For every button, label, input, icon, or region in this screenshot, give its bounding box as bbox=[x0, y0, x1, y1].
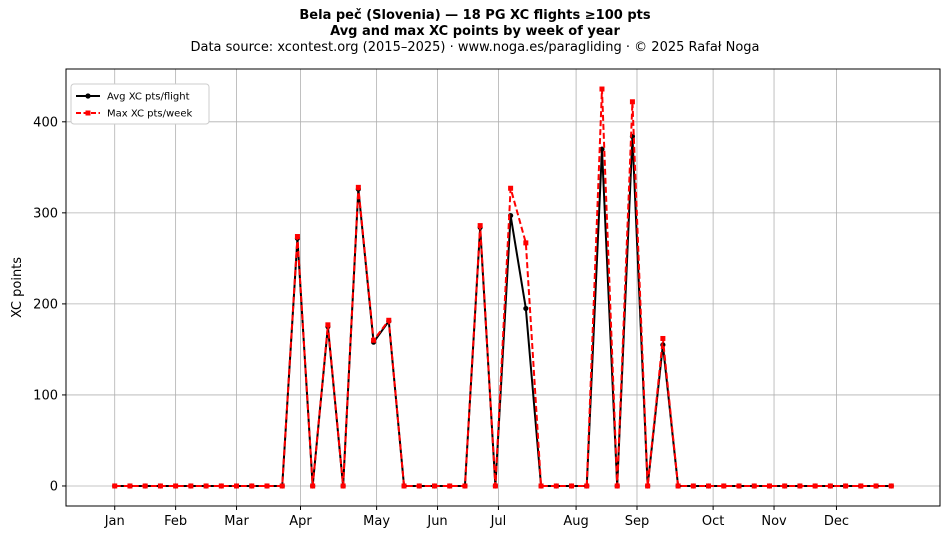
chart-title: Bela peč (Slovenia) — 18 PG XC flights ≥… bbox=[299, 8, 651, 23]
data-point-max bbox=[416, 483, 422, 489]
data-point-max bbox=[371, 337, 377, 343]
data-point-max bbox=[234, 483, 240, 489]
legend-marker-1 bbox=[85, 110, 91, 116]
data-point-max bbox=[827, 483, 833, 489]
data-point-max bbox=[508, 185, 514, 191]
y-tick-label: 300 bbox=[33, 206, 58, 221]
data-point-max bbox=[157, 483, 163, 489]
data-point-max bbox=[751, 483, 757, 489]
y-tick-label: 100 bbox=[33, 388, 58, 403]
x-tick-label: Oct bbox=[702, 514, 724, 529]
data-point-max bbox=[538, 483, 544, 489]
y-axis-label: XC points bbox=[10, 257, 25, 318]
y-tick-label: 0 bbox=[50, 479, 58, 494]
x-tick-label: Jan bbox=[104, 514, 125, 529]
data-point-max bbox=[218, 483, 224, 489]
x-tick-label: Sep bbox=[625, 514, 650, 529]
x-tick-label: Apr bbox=[289, 514, 312, 529]
data-point-max bbox=[523, 240, 529, 246]
data-point-max bbox=[660, 335, 666, 341]
data-point-max bbox=[279, 483, 285, 489]
data-point-max bbox=[203, 483, 209, 489]
data-point-max bbox=[112, 483, 118, 489]
legend-marker-0 bbox=[85, 93, 91, 99]
data-point-max bbox=[614, 483, 620, 489]
x-tick-label: Aug bbox=[563, 514, 588, 529]
x-tick-label: Nov bbox=[761, 514, 787, 529]
data-point-max bbox=[858, 483, 864, 489]
data-point-max bbox=[873, 483, 879, 489]
x-tick-label: May bbox=[363, 514, 390, 529]
x-tick-label: Jul bbox=[490, 514, 507, 529]
data-point-max bbox=[294, 234, 300, 240]
x-tick-label: Jun bbox=[426, 514, 447, 529]
data-point-avg bbox=[523, 305, 529, 312]
chart-source-line: Data source: xcontest.org (2015–2025) · … bbox=[190, 40, 760, 55]
data-point-max bbox=[736, 483, 742, 489]
x-tick-label: Dec bbox=[824, 514, 849, 529]
data-point-max bbox=[127, 483, 133, 489]
y-tick-label: 200 bbox=[33, 297, 58, 312]
data-point-max bbox=[340, 483, 346, 489]
data-point-max bbox=[812, 483, 818, 489]
chart-title-block: Bela peč (Slovenia) — 18 PG XC flights ≥… bbox=[0, 8, 950, 56]
data-point-max bbox=[325, 322, 331, 328]
data-point-max bbox=[188, 483, 194, 489]
data-point-max bbox=[173, 483, 179, 489]
data-point-max bbox=[264, 483, 270, 489]
legend-label-0: Avg XC pts/flight bbox=[107, 92, 190, 103]
legend: Avg XC pts/flight Max XC pts/week bbox=[70, 83, 210, 125]
x-tick-label: Feb bbox=[164, 514, 187, 529]
legend-box bbox=[70, 83, 210, 125]
data-point-max bbox=[706, 483, 712, 489]
data-point-max bbox=[249, 483, 255, 489]
series-line-1 bbox=[114, 88, 892, 487]
data-point-max bbox=[355, 184, 361, 190]
data-point-max bbox=[645, 483, 651, 489]
data-point-max bbox=[721, 483, 727, 489]
data-point-max bbox=[310, 483, 316, 489]
data-point-max bbox=[675, 483, 681, 489]
data-point-max bbox=[386, 317, 392, 323]
data-point-max bbox=[477, 223, 483, 229]
series-line-0 bbox=[114, 135, 892, 487]
data-point-max bbox=[888, 483, 894, 489]
data-point-max bbox=[569, 483, 575, 489]
data-point-max bbox=[142, 483, 148, 489]
data-point-max bbox=[584, 483, 590, 489]
data-point-max bbox=[690, 483, 696, 489]
y-tick-label: 400 bbox=[33, 115, 58, 130]
legend-label-1: Max XC pts/week bbox=[107, 109, 192, 120]
data-point-max bbox=[431, 483, 437, 489]
data-point-max bbox=[797, 483, 803, 489]
data-point-max bbox=[782, 483, 788, 489]
data-point-max bbox=[766, 483, 772, 489]
data-point-max bbox=[447, 483, 453, 489]
data-point-max bbox=[843, 483, 849, 489]
chart-subtitle: Avg and max XC points by week of year bbox=[330, 24, 620, 39]
data-point-max bbox=[462, 483, 468, 489]
data-point-max bbox=[553, 483, 559, 489]
plot-frame bbox=[65, 68, 941, 507]
data-point-max bbox=[401, 483, 407, 489]
data-point-max bbox=[629, 99, 635, 105]
data-point-max bbox=[492, 483, 498, 489]
x-tick-label: Mar bbox=[224, 514, 249, 529]
data-point-max bbox=[599, 86, 605, 92]
